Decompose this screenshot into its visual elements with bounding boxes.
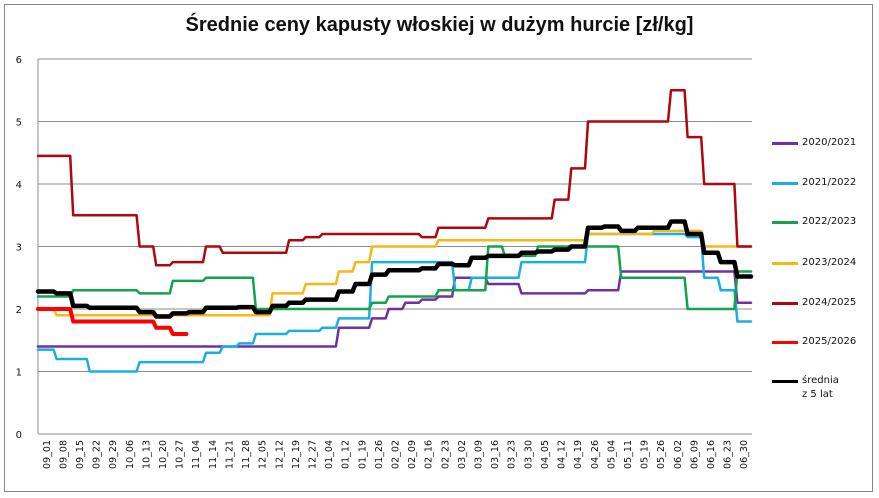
x-tick-label: 10_27 bbox=[175, 440, 186, 469]
legend-swatch bbox=[772, 221, 798, 224]
series-line bbox=[36, 270, 753, 348]
y-axis-ticks: 0 1 2 3 4 5 6 bbox=[16, 55, 22, 441]
y-tick-label: 5 bbox=[16, 118, 22, 129]
x-tick-label: 05_26 bbox=[656, 440, 667, 469]
x-tick-label: 03_02 bbox=[457, 440, 468, 469]
x-tick-label: 04_26 bbox=[590, 440, 601, 469]
x-tick-label: 09_15 bbox=[75, 440, 86, 469]
legend-swatch bbox=[772, 182, 798, 185]
x-tick-label: 10_13 bbox=[141, 440, 152, 469]
x-axis-ticks: 09_01 09_08 09_15 09_22 09_29 10_06 10_13 10_20… bbox=[42, 440, 750, 469]
legend-item-2021-2022: 2021/2022 bbox=[772, 176, 856, 190]
x-tick-label: 09_01 bbox=[42, 440, 53, 469]
x-tick-label: 06_23 bbox=[723, 440, 734, 469]
series-line bbox=[35, 219, 754, 319]
legend-label: 2023/2024 bbox=[802, 257, 857, 268]
x-tick-label: 06_02 bbox=[673, 440, 684, 469]
y-tick-label: 6 bbox=[16, 55, 22, 66]
legend-swatch bbox=[772, 142, 798, 145]
legend-item-2020-2021: 2020/2021 bbox=[772, 136, 856, 150]
x-tick-label: 09_08 bbox=[58, 440, 69, 469]
series-line bbox=[36, 307, 189, 336]
x-tick-label: 09_22 bbox=[92, 440, 103, 469]
series-line bbox=[36, 89, 753, 267]
x-tick-label: 03_30 bbox=[523, 440, 534, 469]
x-tick-label: 12_27 bbox=[307, 440, 318, 469]
x-tick-label: 11_21 bbox=[224, 440, 235, 469]
legend-label: 2022/2023 bbox=[802, 216, 857, 227]
x-tick-label: 04_05 bbox=[540, 440, 551, 469]
x-tick-label: 06_16 bbox=[706, 440, 717, 469]
series-line bbox=[36, 229, 753, 317]
y-tick-label: 4 bbox=[16, 180, 22, 191]
legend-swatch bbox=[772, 380, 798, 383]
x-tick-label: 01_04 bbox=[324, 440, 335, 469]
y-tick-label: 0 bbox=[16, 430, 22, 441]
legend-label: 2021/2022 bbox=[802, 177, 857, 188]
legend-label: 2024/2025 bbox=[802, 297, 857, 308]
series-line bbox=[36, 245, 753, 311]
legend-item-average-5-years: średnia z 5 lat bbox=[772, 374, 839, 402]
legend-label: średnia z 5 lat bbox=[802, 375, 839, 400]
y-tick-label: 1 bbox=[16, 368, 22, 379]
x-tick-label: 11_28 bbox=[241, 440, 252, 469]
x-tick-label: 06_09 bbox=[689, 440, 700, 469]
chart-frame bbox=[4, 4, 873, 492]
x-tick-label: 12_19 bbox=[291, 440, 302, 469]
data-series bbox=[35, 89, 754, 373]
x-tick-label: 02_02 bbox=[391, 440, 402, 469]
x-tick-label: 05_04 bbox=[606, 440, 617, 469]
x-tick-label: 12_05 bbox=[258, 440, 269, 469]
legend-label: 2025/2026 bbox=[802, 336, 857, 347]
y-tick-label: 2 bbox=[16, 305, 22, 316]
x-tick-label: 10_20 bbox=[158, 440, 169, 469]
legend-swatch bbox=[772, 262, 798, 265]
x-tick-label: 04_19 bbox=[573, 440, 584, 469]
legend-item-2025-2026: 2025/2026 bbox=[772, 335, 856, 349]
y-tick-label: 3 bbox=[16, 243, 22, 254]
x-tick-label: 11_04 bbox=[191, 440, 202, 469]
x-tick-label: 03_23 bbox=[507, 440, 518, 469]
chart-title: Średnie ceny kapusty włoskiej w dużym hu… bbox=[185, 14, 694, 36]
x-tick-label: 03_09 bbox=[474, 440, 485, 469]
legend-label: 2020/2021 bbox=[802, 137, 857, 148]
x-tick-label: 03_16 bbox=[490, 440, 501, 469]
legend-item-2024-2025: 2024/2025 bbox=[772, 296, 856, 310]
series-line bbox=[36, 232, 753, 373]
x-tick-label: 05_11 bbox=[623, 440, 634, 469]
x-tick-label: 01_26 bbox=[374, 440, 385, 469]
x-tick-label: 02_16 bbox=[424, 440, 435, 469]
legend-item-2023-2024: 2023/2024 bbox=[772, 256, 856, 270]
x-tick-label: 06_30 bbox=[739, 440, 750, 469]
x-tick-label: 09_29 bbox=[108, 440, 119, 469]
x-tick-label: 10_06 bbox=[125, 440, 136, 469]
x-tick-label: 02_09 bbox=[407, 440, 418, 469]
legend-swatch bbox=[772, 302, 798, 305]
x-tick-label: 01_12 bbox=[341, 440, 352, 469]
x-tick-label: 01_19 bbox=[357, 440, 368, 469]
x-tick-label: 04_12 bbox=[557, 440, 568, 469]
x-tick-label: 12_12 bbox=[274, 440, 285, 469]
x-tick-label: 11_14 bbox=[208, 440, 219, 469]
x-tick-label: 02_23 bbox=[440, 440, 451, 469]
x-tick-label: 05_19 bbox=[640, 440, 651, 469]
legend-item-2022-2023: 2022/2023 bbox=[772, 215, 856, 229]
legend-swatch bbox=[772, 341, 798, 344]
